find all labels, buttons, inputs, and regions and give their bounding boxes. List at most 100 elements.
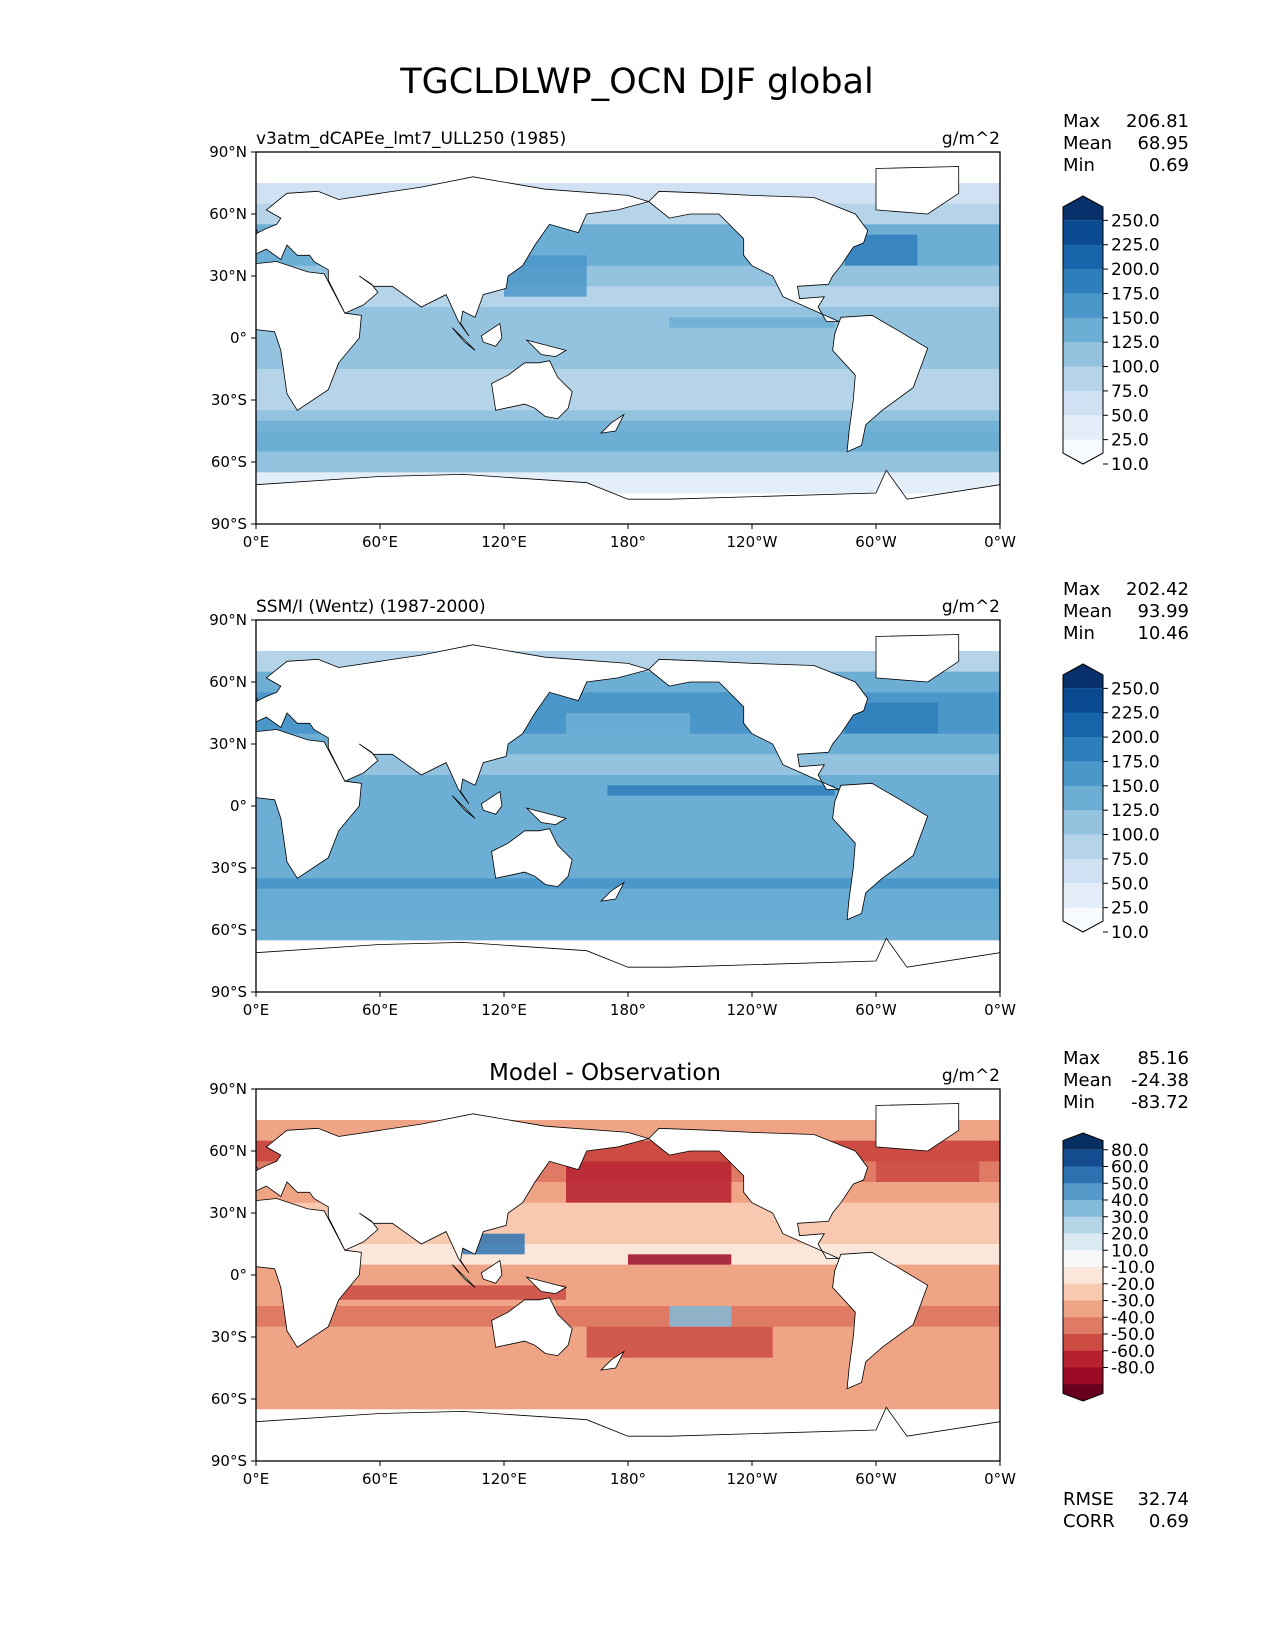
colorbar-tick-label: 60.0 [1111, 1158, 1149, 1178]
y-tick-label: 60°S [211, 453, 247, 471]
stat-label-max: Max [1063, 111, 1101, 132]
coastline-9 [599, 413, 625, 434]
stat-label-mean: Mean [1063, 1070, 1112, 1091]
stat-value-min: 0.69 [1149, 155, 1189, 176]
colorbar-tick-label: 200.0 [1111, 728, 1160, 748]
x-tick-label: 0°E [243, 1001, 270, 1019]
colorbar-tick-label: 175.0 [1111, 284, 1160, 304]
coastline-5 [875, 166, 960, 215]
field-patch [628, 1254, 732, 1265]
colorbar-segment [1063, 1267, 1103, 1285]
colorbar-segment [1063, 317, 1103, 343]
coastline-0 [256, 729, 362, 879]
y-tick-label: 30°N [209, 1204, 247, 1222]
map-field [256, 620, 1000, 992]
colorbar-segment [1063, 1334, 1103, 1352]
colorbar-tick-label: 100.0 [1111, 358, 1160, 378]
colorbar-segment [1063, 1233, 1103, 1251]
colorbar-segment [1063, 366, 1103, 392]
colorbar-segment [1063, 810, 1103, 835]
chart-panel-0: v3atm_dCAPEe_lmt7_ULL250 (1985) g/m^2 Max 2… [209, 111, 1189, 551]
field-patch [256, 888, 1000, 920]
x-tick-label: 60°W [855, 1470, 897, 1488]
coastline-7 [480, 790, 503, 815]
map-field [256, 1089, 1000, 1461]
field-band [256, 348, 1000, 370]
field-patch [586, 1326, 773, 1358]
coastline-2 [648, 190, 869, 322]
y-tick-label: 30°N [209, 735, 247, 753]
stat-value-max: 206.81 [1126, 111, 1189, 132]
coastline-2 [648, 1127, 869, 1259]
coastline-9 [599, 1350, 625, 1371]
colorbar-segment [1063, 1183, 1103, 1201]
y-tick-label: 90°N [209, 611, 247, 629]
y-tick-label: 90°S [211, 1452, 247, 1470]
colorbar-tick-label: 200.0 [1111, 260, 1160, 280]
chart-panel-1: SSM/I (Wentz) (1987-2000) g/m^2 Max 202.42 M… [209, 579, 1189, 1019]
coastline-6 [451, 1264, 476, 1288]
colorbar-segment [1063, 1317, 1103, 1335]
y-tick-label: 0° [230, 797, 247, 815]
stat-value-max: 202.42 [1126, 579, 1189, 600]
stat-value-min: 10.46 [1137, 623, 1189, 644]
colorbar-tick-label: 80.0 [1111, 1141, 1149, 1161]
stat-value-mean: 93.99 [1137, 601, 1189, 622]
x-tick-label: 180° [610, 533, 646, 551]
field-patch [256, 420, 1000, 442]
stat-value-rmse: 32.74 [1137, 1489, 1189, 1510]
colorbar-segment [1063, 858, 1103, 884]
colorbar-tick-label: 50.0 [1111, 874, 1149, 894]
stat-label-min: Min [1063, 1092, 1095, 1113]
colorbar-segment [1063, 883, 1103, 908]
y-tick-label: 90°S [211, 983, 247, 1001]
colorbar-tick-label: 75.0 [1111, 382, 1149, 402]
colorbar-tick-label: 25.0 [1111, 899, 1149, 919]
colorbar-tick-label: 75.0 [1111, 850, 1149, 870]
field-band [256, 369, 1000, 391]
colorbar-tick-label: 150.0 [1111, 309, 1160, 329]
chart-title: Model - Observation [489, 1060, 721, 1086]
colorbar-segment [1063, 1350, 1103, 1368]
coastline-7 [480, 1259, 503, 1284]
coastline-1 [256, 1113, 651, 1274]
colorbar-segment [1063, 1149, 1103, 1167]
x-tick-label: 120°E [481, 1470, 527, 1488]
colorbar-tick-label: -80.0 [1111, 1359, 1155, 1379]
field-band [256, 837, 1000, 859]
y-tick-label: 60°N [209, 1142, 247, 1160]
field-patch [669, 317, 835, 328]
panels: v3atm_dCAPEe_lmt7_ULL250 (1985) g/m^2 Max 2… [209, 111, 1189, 1532]
colorbar-tick-label: 225.0 [1111, 704, 1160, 724]
x-tick-label: 60°E [362, 533, 398, 551]
colorbar-segment [1063, 293, 1103, 319]
colorbar-outline [1062, 1132, 1104, 1402]
coastline-11 [256, 1406, 1000, 1461]
coastline-2 [648, 658, 869, 790]
x-tick-label: 60°W [855, 533, 897, 551]
field-band [256, 795, 1000, 817]
figure-title: TGCLDLWP_OCN DJF global [399, 62, 873, 102]
stat-value-min: -83.72 [1131, 1092, 1189, 1113]
colorbar-segment [1063, 834, 1103, 860]
colorbar-tick-label: -20.0 [1111, 1275, 1155, 1295]
coastline-8 [525, 1276, 568, 1295]
stat-value-corr: 0.69 [1149, 1511, 1189, 1532]
x-tick-label: 180° [610, 1470, 646, 1488]
x-tick-label: 120°W [727, 1470, 778, 1488]
stat-value-max: 85.16 [1137, 1048, 1189, 1069]
coastline-0 [256, 261, 362, 411]
colorbar-segment [1063, 415, 1103, 440]
x-tick-label: 60°W [855, 1001, 897, 1019]
coastline-4 [491, 828, 573, 888]
colorbar-tick-label: -40.0 [1111, 1308, 1155, 1328]
x-tick-label: 0°E [243, 1470, 270, 1488]
x-tick-label: 120°W [727, 533, 778, 551]
stat-label-corr: CORR [1063, 1511, 1115, 1532]
stat-label-max: Max [1063, 579, 1101, 600]
coastline-6 [451, 327, 476, 351]
colorbar-segment [1063, 342, 1103, 367]
field-band [256, 1347, 1000, 1369]
field-band [256, 1264, 1000, 1286]
